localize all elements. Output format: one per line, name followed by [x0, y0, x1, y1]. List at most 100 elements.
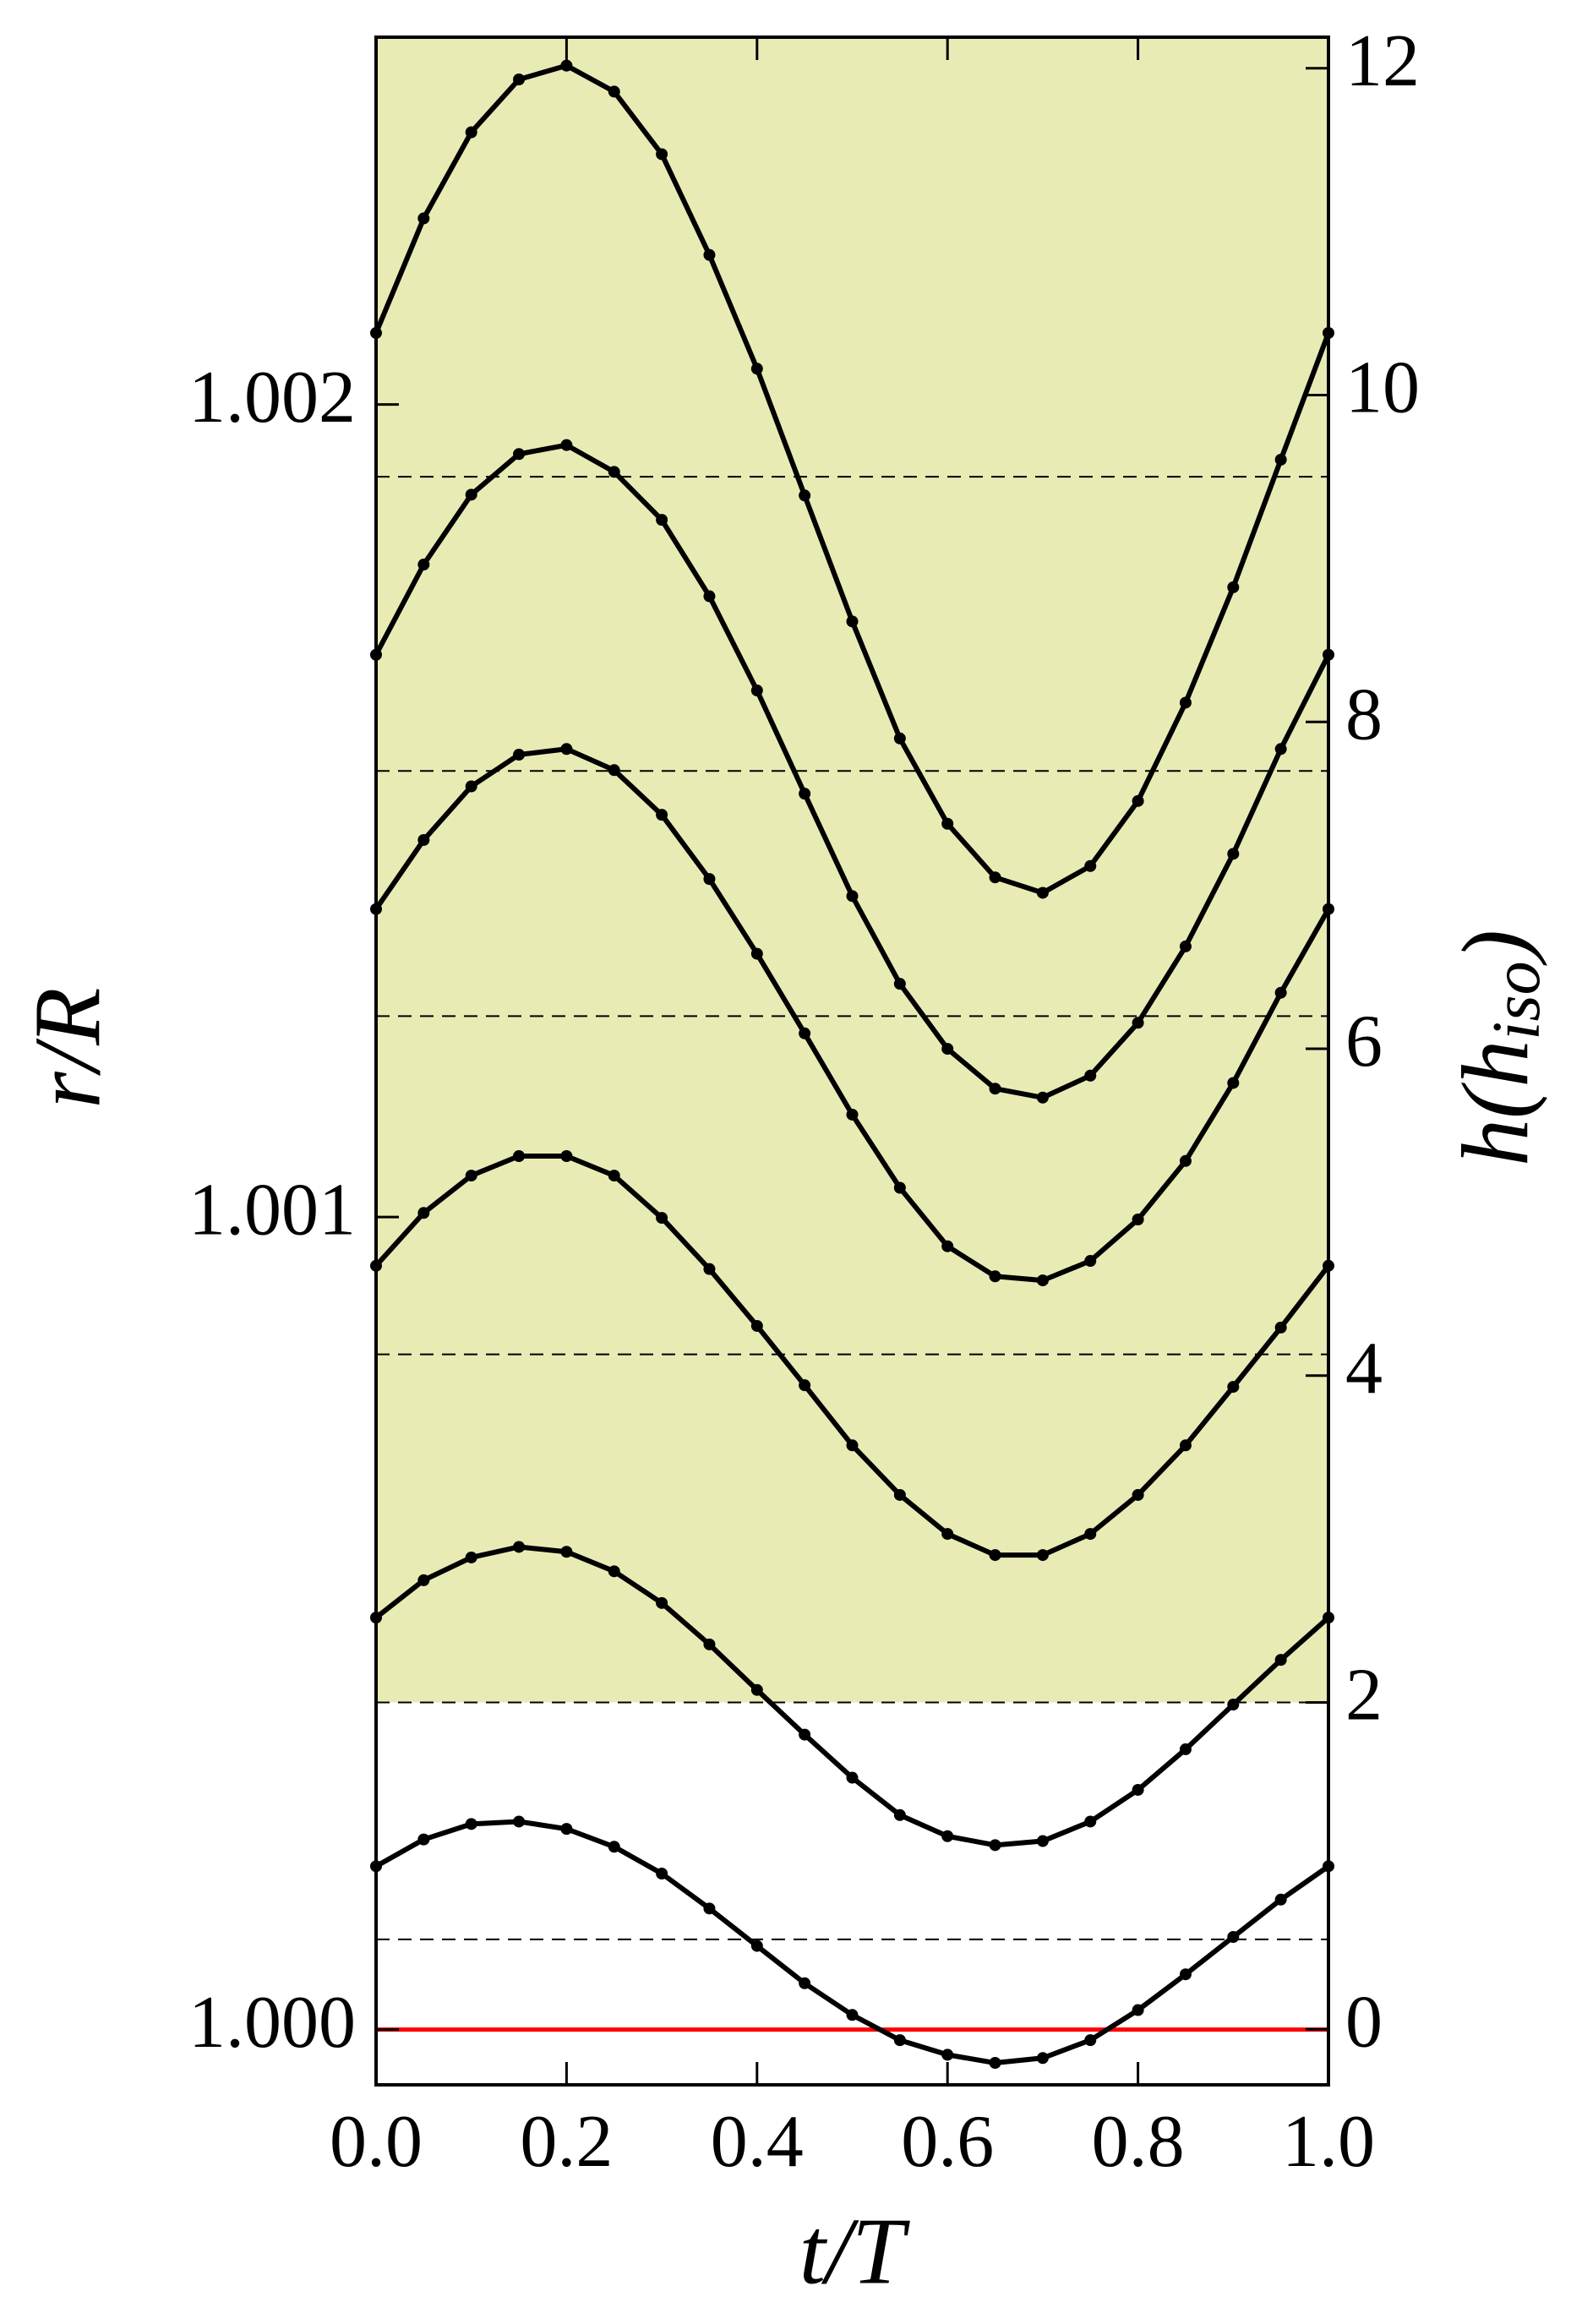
point: [799, 1027, 811, 1039]
point: [1227, 1077, 1240, 1089]
point: [1227, 1931, 1240, 1944]
y2-tick-label: 8: [1345, 674, 1383, 756]
y2-tick-label: 6: [1345, 1001, 1383, 1083]
point: [893, 978, 906, 990]
point: [1274, 1893, 1287, 1906]
x-tick-label: 0.4: [711, 2101, 804, 2183]
point: [1084, 1815, 1097, 1828]
point: [846, 1108, 859, 1121]
y2-tick-label: 0: [1345, 1981, 1383, 2063]
point: [989, 1549, 1001, 1562]
point: [799, 489, 811, 502]
point: [703, 590, 716, 603]
point: [941, 2049, 954, 2061]
point: [560, 439, 573, 451]
point: [465, 780, 477, 793]
point: [799, 788, 811, 800]
point: [703, 873, 716, 886]
point: [513, 1149, 526, 1162]
point: [750, 1683, 763, 1696]
point: [893, 1488, 906, 1501]
point: [560, 59, 573, 72]
point: [989, 1839, 1001, 1852]
point: [608, 1565, 620, 1578]
point: [1084, 1528, 1097, 1541]
point: [750, 947, 763, 960]
point: [750, 1939, 763, 1952]
point: [1036, 1274, 1049, 1287]
point: [989, 1083, 1001, 1095]
point: [1132, 1213, 1144, 1225]
point: [703, 1638, 716, 1650]
point: [465, 488, 477, 501]
x-tick-label: 0.0: [330, 2101, 423, 2183]
point: [465, 1551, 477, 1563]
y2-tick-label: 4: [1345, 1328, 1383, 1410]
x-axis-label: t/T: [799, 2200, 910, 2305]
point: [1179, 1968, 1192, 1981]
point: [941, 1043, 954, 1056]
point: [703, 1263, 716, 1275]
point: [989, 871, 1001, 884]
point: [941, 1528, 954, 1541]
series-line: [374, 1819, 1330, 2066]
point: [1084, 2034, 1097, 2047]
y-axis-label: r/R: [16, 987, 121, 1108]
y-tick-label: 1.000: [188, 1982, 356, 2064]
point: [846, 2009, 859, 2021]
x-tick-label: 0.6: [901, 2101, 994, 2183]
point: [560, 1546, 573, 1558]
point: [417, 212, 430, 225]
point: [893, 1181, 906, 1194]
point: [989, 1270, 1001, 1283]
point: [703, 1902, 716, 1915]
point: [893, 2034, 906, 2047]
point: [465, 1170, 477, 1182]
point: [465, 1818, 477, 1830]
x-tick-label: 0.8: [1092, 2101, 1185, 2183]
point: [1179, 940, 1192, 952]
point: [1036, 1091, 1049, 1104]
point: [1179, 1743, 1192, 1755]
y2-label-main: h(h: [1443, 1040, 1548, 1166]
point: [846, 890, 859, 903]
point: [846, 615, 859, 628]
point: [893, 732, 906, 745]
point: [560, 743, 573, 756]
point: [941, 817, 954, 830]
point: [1227, 581, 1240, 593]
point: [1227, 848, 1240, 860]
point: [608, 1841, 620, 1853]
point: [1132, 794, 1144, 807]
point: [656, 809, 668, 821]
point: [799, 1728, 811, 1741]
point: [417, 1574, 430, 1586]
y2-tick-label: 2: [1345, 1655, 1383, 1737]
x-tick-label: 1.0: [1282, 2101, 1375, 2183]
point: [846, 1439, 859, 1452]
point: [1084, 1255, 1097, 1268]
point: [560, 1149, 573, 1162]
point: [513, 749, 526, 761]
point: [656, 514, 668, 526]
point: [1179, 1439, 1192, 1452]
point: [608, 85, 620, 98]
point: [656, 148, 668, 161]
point: [846, 1771, 859, 1784]
y2-tick-label: 10: [1345, 347, 1420, 429]
y-tick-label: 1.002: [188, 357, 356, 439]
point: [417, 1207, 430, 1219]
point: [656, 1596, 668, 1609]
y2-label-sub: iso: [1480, 961, 1554, 1039]
point: [417, 833, 430, 846]
point: [1132, 1017, 1144, 1029]
point: [1274, 1654, 1287, 1667]
point: [417, 559, 430, 571]
point: [1036, 2052, 1049, 2065]
point: [799, 1977, 811, 1989]
point: [1132, 1783, 1144, 1796]
point: [941, 1830, 954, 1842]
point: [799, 1379, 811, 1392]
point: [1036, 1835, 1049, 1847]
